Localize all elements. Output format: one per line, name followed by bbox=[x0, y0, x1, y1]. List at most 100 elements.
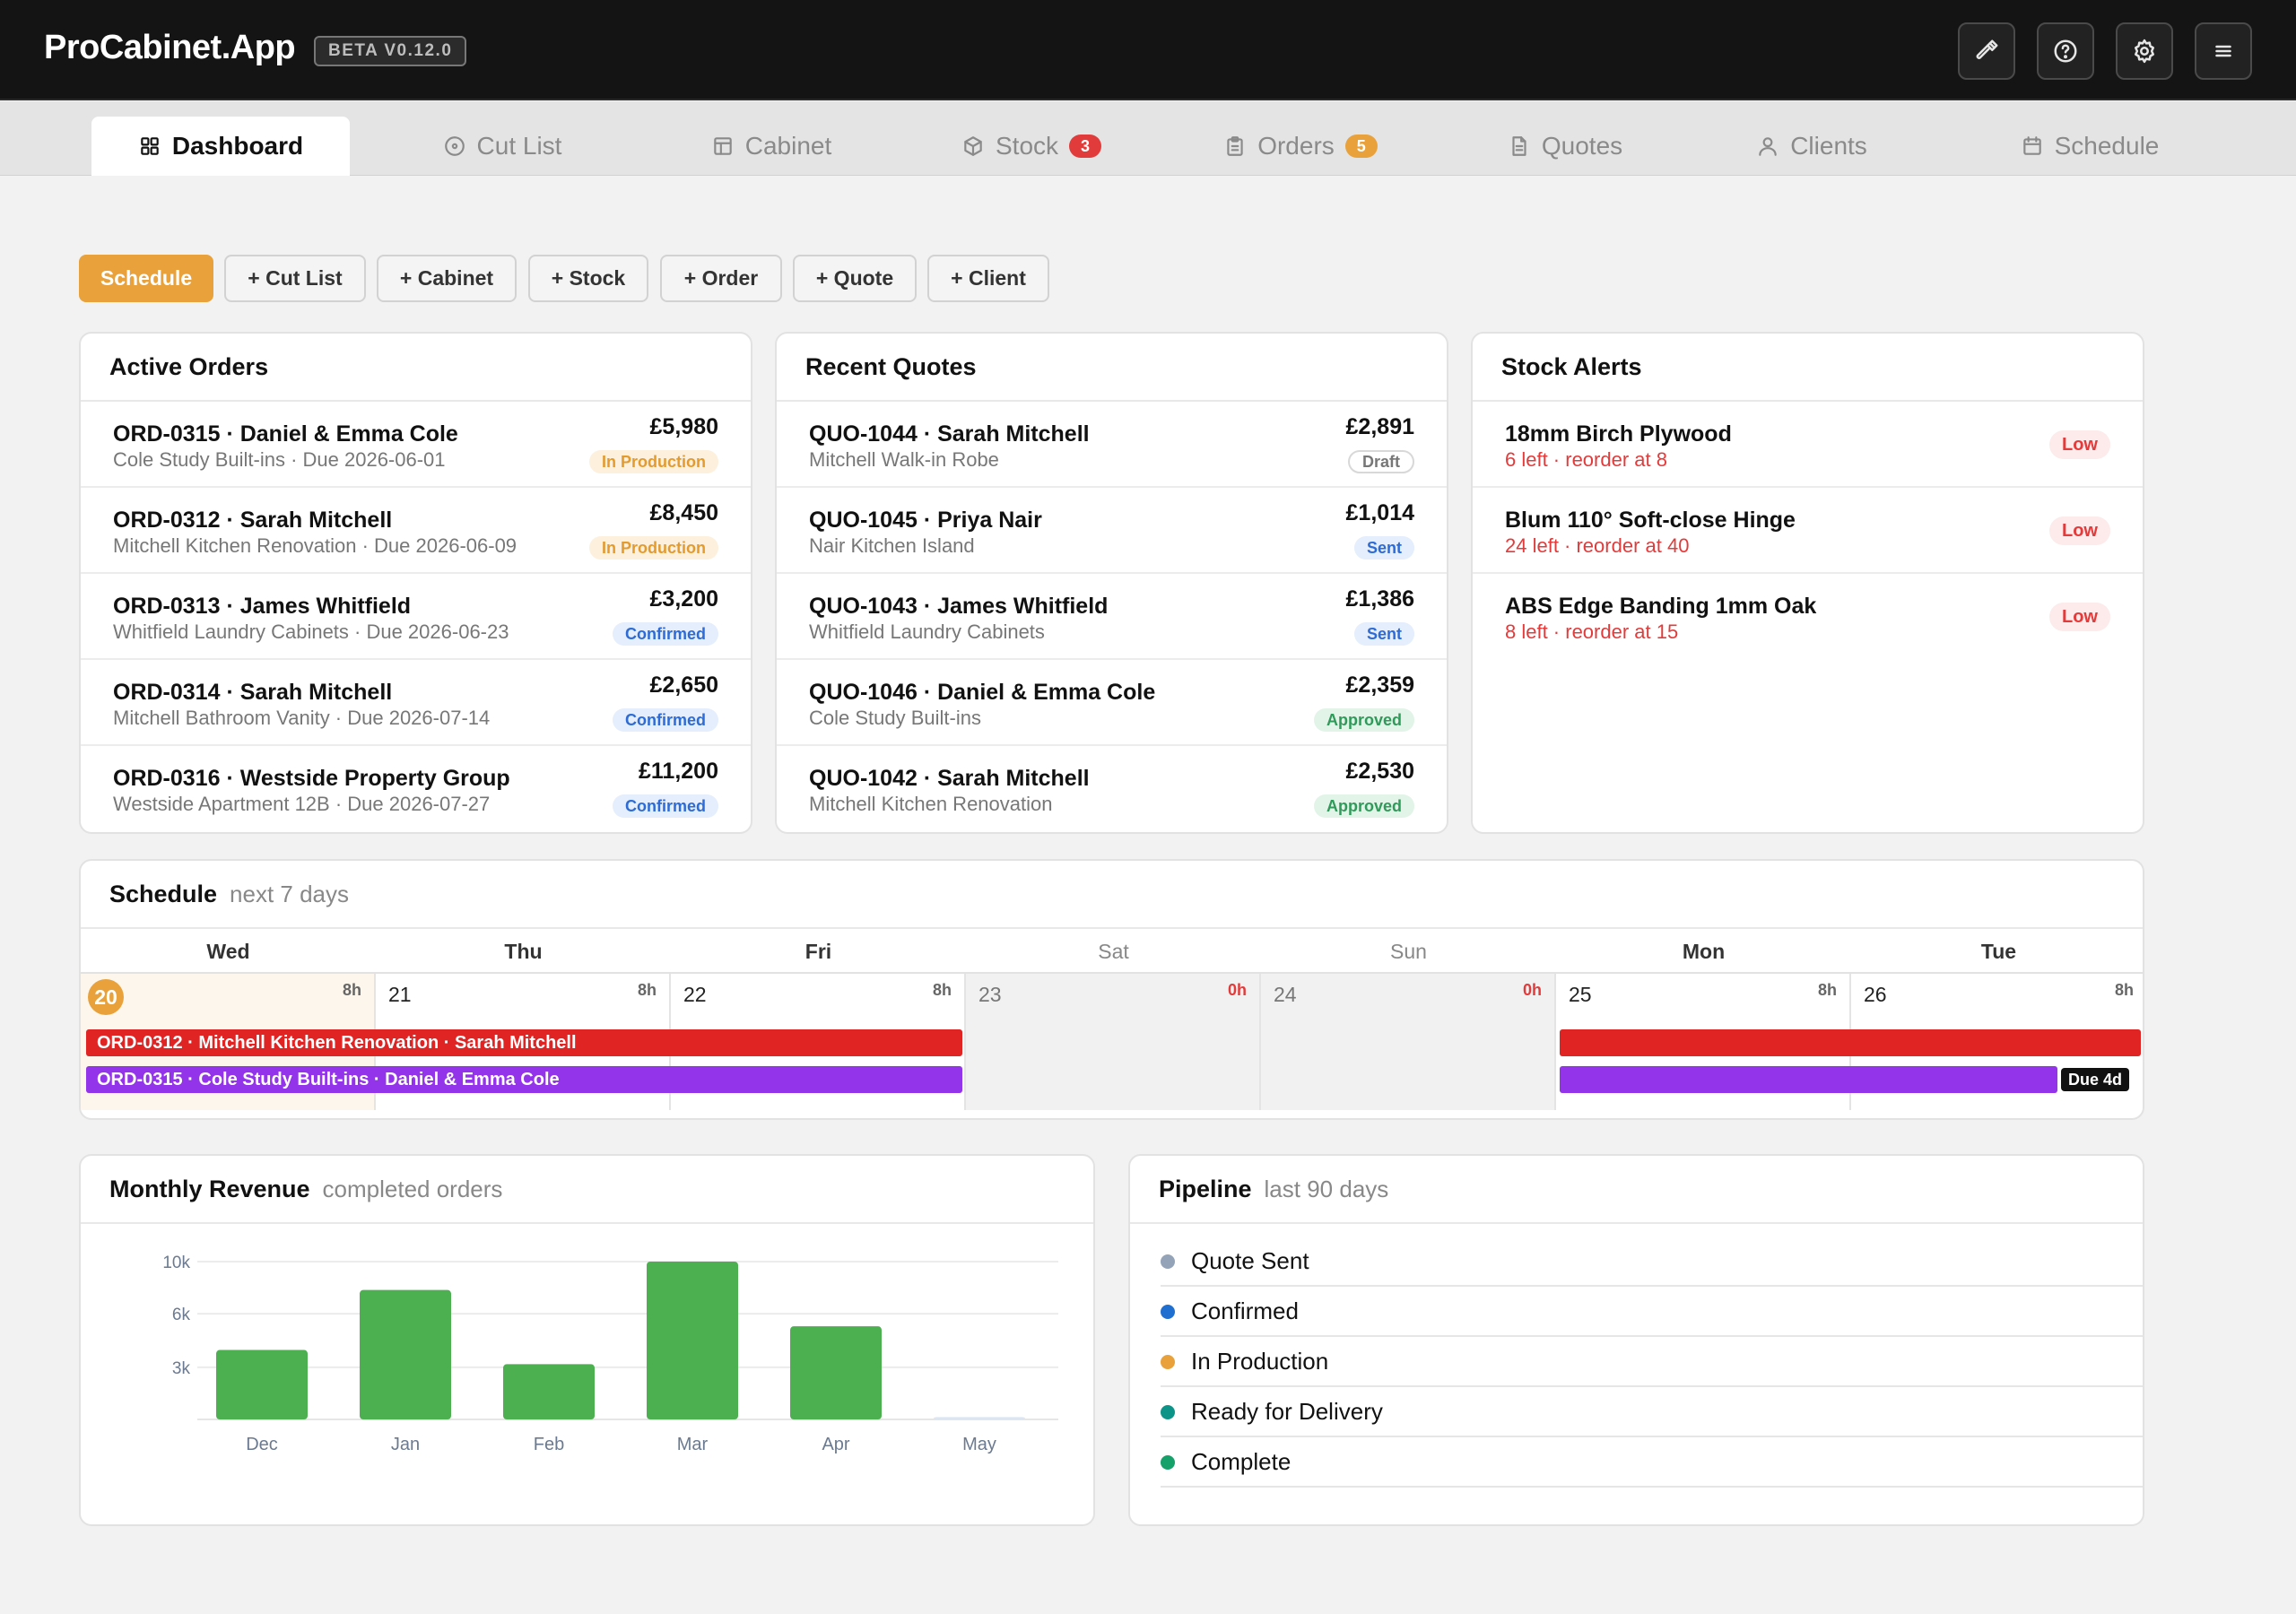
hammer-icon bbox=[1976, 39, 1998, 59]
order-row[interactable]: ORD-0312 · Sarah Mitchell Mitchell Kitch… bbox=[81, 488, 751, 574]
order-subtitle: Cole Study Built-ins · Due 2026-06-01 bbox=[113, 448, 446, 471]
tab-clients[interactable]: Clients bbox=[1704, 117, 1919, 176]
order-amount: £2,650 bbox=[649, 672, 718, 698]
help-icon bbox=[2054, 39, 2077, 63]
tab-label: Orders bbox=[1257, 132, 1335, 160]
x-tick-label: Jan bbox=[391, 1435, 420, 1454]
stock-row[interactable]: ABS Edge Banding 1mm Oak 8 left · reorde… bbox=[1473, 574, 2143, 660]
help-button[interactable] bbox=[2037, 22, 2094, 80]
quote-subtitle: Cole Study Built-ins bbox=[809, 707, 981, 729]
add-cabinet-button[interactable]: + Cabinet bbox=[377, 255, 517, 302]
tab-bar: Dashboard Cut List Cabinet Stock 3 Order… bbox=[0, 101, 2296, 176]
add-cut-list-button[interactable]: + Cut List bbox=[224, 255, 366, 302]
tools-button[interactable] bbox=[1958, 22, 2015, 80]
y-tick-label: 6k bbox=[172, 1306, 191, 1324]
tab-stock[interactable]: Stock 3 bbox=[924, 117, 1139, 176]
tab-orders[interactable]: Orders 5 bbox=[1193, 117, 1408, 176]
tab-label: Cut List bbox=[476, 132, 562, 160]
quote-amount: £1,014 bbox=[1345, 500, 1414, 525]
stock-item-name: ABS Edge Banding 1mm Oak bbox=[1505, 594, 1817, 619]
clipboard-icon bbox=[1227, 136, 1243, 156]
card-title: Pipeline bbox=[1159, 1175, 1252, 1202]
order-amount: £3,200 bbox=[649, 586, 718, 612]
menu-icon bbox=[2215, 45, 2231, 57]
menu-button[interactable] bbox=[2195, 22, 2252, 80]
add-client-button[interactable]: + Client bbox=[927, 255, 1049, 302]
tab-schedule[interactable]: Schedule bbox=[1969, 117, 2211, 176]
order-row[interactable]: ORD-0314 · Sarah Mitchell Mitchell Bathr… bbox=[81, 660, 751, 746]
settings-button[interactable] bbox=[2116, 22, 2173, 80]
schedule-bar-ord-0312-continued[interactable] bbox=[1560, 1029, 2141, 1056]
day-cell[interactable]: 22 8h bbox=[671, 974, 966, 1110]
quote-row[interactable]: QUO-1046 · Daniel & Emma Cole Cole Study… bbox=[777, 660, 1447, 746]
app-logo[interactable]: ProCabinet.App bbox=[44, 29, 296, 66]
day-date: 22 bbox=[683, 983, 707, 1006]
quote-subtitle: Mitchell Walk-in Robe bbox=[809, 448, 999, 471]
quote-row[interactable]: QUO-1042 · Sarah Mitchell Mitchell Kitch… bbox=[777, 746, 1447, 832]
schedule-weekday-header: Wed Thu Fri Sat Sun Mon Tue bbox=[81, 929, 2143, 974]
gear-icon bbox=[2135, 39, 2154, 64]
card-title: Recent Quotes bbox=[805, 352, 977, 380]
add-order-button[interactable]: + Order bbox=[660, 255, 782, 302]
day-cell-weekend[interactable]: 24 0h bbox=[1261, 974, 1556, 1110]
tab-dashboard[interactable]: Dashboard bbox=[91, 117, 350, 176]
stock-row[interactable]: Blum 110° Soft-close Hinge 24 left · reo… bbox=[1473, 488, 2143, 574]
tab-quotes[interactable]: Quotes bbox=[1457, 117, 1673, 176]
day-hours: 8h bbox=[342, 981, 361, 999]
schedule-button[interactable]: Schedule bbox=[79, 255, 213, 302]
quote-row[interactable]: QUO-1044 · Sarah Mitchell Mitchell Walk-… bbox=[777, 402, 1447, 488]
stock-row[interactable]: 18mm Birch Plywood 6 left · reorder at 8… bbox=[1473, 402, 2143, 488]
user-icon bbox=[1759, 137, 1777, 156]
today-date-marker: 20 bbox=[88, 979, 124, 1015]
pipeline-row-ready-for-delivery[interactable]: Ready for Delivery 0 bbox=[1161, 1387, 2143, 1437]
revenue-bar bbox=[503, 1364, 595, 1419]
quote-row[interactable]: QUO-1043 · James Whitfield Whitfield Lau… bbox=[777, 574, 1447, 660]
card-title: Active Orders bbox=[109, 352, 269, 380]
pipeline-row-quote-sent[interactable]: Quote Sent 0 bbox=[1161, 1237, 2143, 1287]
status-badge: Confirmed bbox=[613, 708, 718, 732]
quote-amount: £1,386 bbox=[1345, 586, 1414, 612]
tab-cabinet[interactable]: Cabinet bbox=[664, 117, 879, 176]
order-row[interactable]: ORD-0313 · James Whitfield Whitfield Lau… bbox=[81, 574, 751, 660]
tab-label: Clients bbox=[1790, 132, 1867, 160]
revenue-bar-chart: 3k 6k 10k Dec Jan Feb Mar Apr May bbox=[162, 1254, 1058, 1454]
stock-item-level: 24 left · reorder at 40 bbox=[1505, 534, 1690, 557]
box-icon bbox=[964, 136, 982, 156]
schedule-card: Schedule next 7 days Wed Thu Fri Sat Sun… bbox=[79, 859, 2144, 1120]
quote-title: QUO-1045 · Priya Nair bbox=[809, 508, 1042, 533]
version-badge: BETA V0.12.0 bbox=[314, 36, 467, 66]
order-amount: £8,450 bbox=[649, 500, 718, 525]
card-header: Schedule next 7 days bbox=[81, 861, 2143, 929]
quote-row[interactable]: QUO-1045 · Priya Nair Nair Kitchen Islan… bbox=[777, 488, 1447, 574]
revenue-bar bbox=[647, 1262, 738, 1419]
day-cell[interactable]: 26 8h bbox=[1851, 974, 2143, 1110]
weekday-label: Thu bbox=[504, 940, 543, 963]
order-row[interactable]: ORD-0315 · Daniel & Emma Cole Cole Study… bbox=[81, 402, 751, 488]
schedule-bar-ord-0312[interactable]: ORD-0312 · Mitchell Kitchen Renovation ·… bbox=[86, 1029, 962, 1056]
recent-quotes-card: Recent Quotes QUO-1044 · Sarah Mitchell … bbox=[775, 332, 1448, 834]
weekday-label: Mon bbox=[1682, 940, 1726, 963]
day-hours: 8h bbox=[1817, 981, 1837, 999]
schedule-bar-ord-0315[interactable]: ORD-0315 · Cole Study Built-ins · Daniel… bbox=[86, 1066, 962, 1093]
y-tick-label: 3k bbox=[172, 1359, 191, 1378]
order-amount: £11,200 bbox=[639, 759, 718, 784]
add-quote-button[interactable]: + Quote bbox=[793, 255, 917, 302]
schedule-bar-ord-0315-continued[interactable] bbox=[1560, 1066, 2057, 1093]
y-tick-label: 10k bbox=[162, 1254, 190, 1272]
order-title: ORD-0312 · Sarah Mitchell bbox=[113, 508, 393, 533]
day-cell-weekend[interactable]: 23 0h bbox=[966, 974, 1261, 1110]
quote-title: QUO-1042 · Sarah Mitchell bbox=[809, 766, 1090, 791]
revenue-bar bbox=[216, 1349, 308, 1419]
pipeline-row-complete[interactable]: Complete 2 bbox=[1161, 1437, 2143, 1488]
card-title: Stock Alerts bbox=[1501, 352, 1642, 380]
add-stock-button[interactable]: + Stock bbox=[528, 255, 648, 302]
pipeline-row-in-production[interactable]: In Production 2 bbox=[1161, 1337, 2143, 1387]
pipeline-row-confirmed[interactable]: Confirmed 3 bbox=[1161, 1287, 2143, 1337]
stock-item-level: 8 left · reorder at 15 bbox=[1505, 620, 1679, 643]
order-row[interactable]: ORD-0316 · Westside Property Group Wests… bbox=[81, 746, 751, 832]
card-header: Stock Alerts bbox=[1473, 334, 2143, 402]
status-badge: Sent bbox=[1353, 622, 1414, 646]
tab-cut-list[interactable]: Cut List bbox=[395, 117, 610, 176]
order-subtitle: Whitfield Laundry Cabinets · Due 2026-06… bbox=[113, 620, 509, 643]
day-hours: 0h bbox=[1522, 981, 1542, 999]
